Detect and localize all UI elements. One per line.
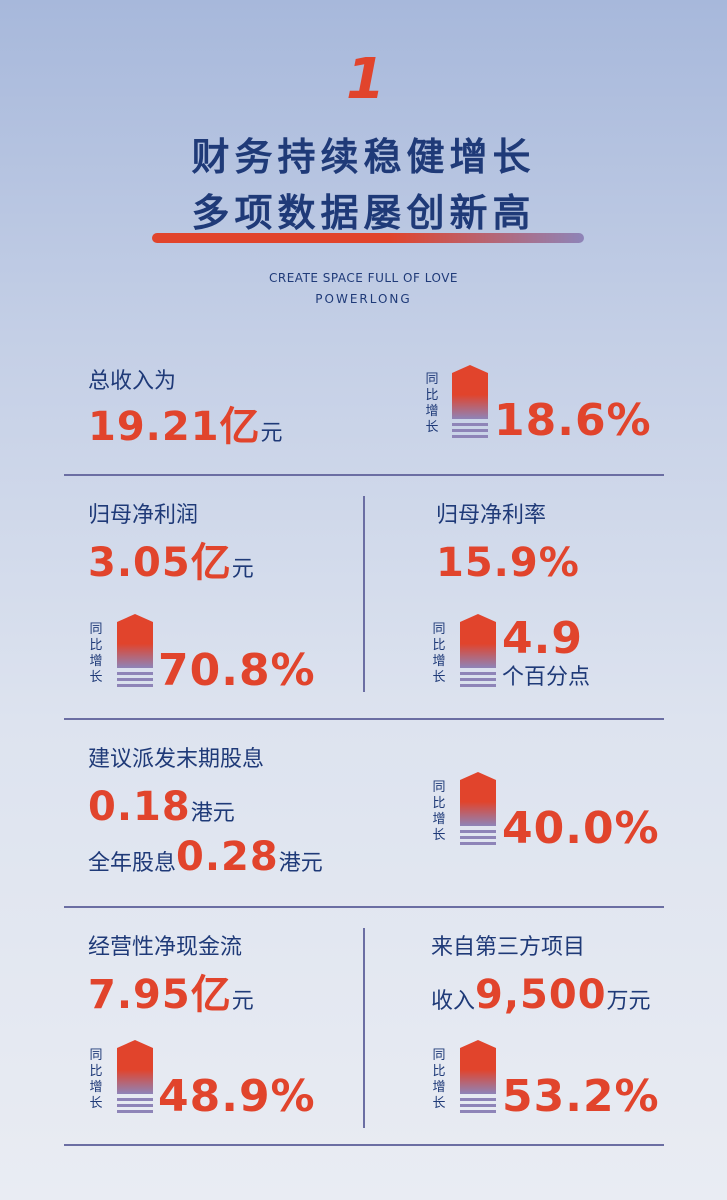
divider: [64, 718, 664, 720]
total-revenue-growth: 18.6%: [494, 395, 652, 446]
net-margin-growth-value: 4.9: [502, 613, 583, 664]
title-underline: [152, 233, 584, 243]
growth-label-vertical: 同比增长: [432, 622, 446, 685]
divider: [64, 1144, 664, 1146]
third-party-value: 收入9,500万元: [431, 972, 651, 1018]
third-party-growth: 53.2%: [502, 1071, 660, 1122]
divider-vertical: [363, 928, 365, 1128]
growth-label-vertical: 同比增长: [89, 1048, 103, 1111]
tagline: CREATE SPACE FULL OF LOVE: [269, 271, 458, 285]
growth-arrow-icon: [460, 1040, 496, 1113]
divider-vertical: [363, 496, 365, 692]
growth-label-vertical: 同比增长: [89, 622, 103, 685]
divider: [64, 474, 664, 476]
growth-arrow-icon: [460, 614, 496, 687]
title-line-2: 多项数据屡创新高: [191, 191, 536, 235]
net-profit-growth: 70.8%: [158, 645, 316, 696]
section-number: 1: [346, 47, 385, 112]
net-profit-value: 3.05亿元: [88, 540, 254, 586]
net-profit-label: 归母净利润: [88, 503, 199, 528]
operating-cashflow-growth: 48.9%: [158, 1071, 316, 1122]
growth-arrow-icon: [117, 614, 153, 687]
third-party-label: 来自第三方项目: [431, 935, 586, 960]
divider: [64, 906, 664, 908]
growth-label-vertical: 同比增长: [425, 372, 439, 435]
brand-name: POWERLONG: [315, 292, 412, 306]
operating-cashflow-label: 经营性净现金流: [88, 935, 243, 960]
dividend-growth: 40.0%: [502, 803, 660, 854]
growth-label-vertical: 同比增长: [432, 1048, 446, 1111]
annual-dividend: 全年股息0.28港元: [88, 834, 323, 880]
dividend-label: 建议派发末期股息: [88, 747, 265, 772]
growth-arrow-icon: [460, 772, 496, 845]
total-revenue-label: 总收入为: [88, 369, 177, 394]
net-margin-growth-unit: 个百分点: [502, 665, 591, 690]
operating-cashflow-value: 7.95亿元: [88, 972, 254, 1018]
net-margin-label: 归母净利率: [436, 503, 547, 528]
total-revenue-value: 19.21亿元: [88, 404, 283, 450]
growth-arrow-icon: [117, 1040, 153, 1113]
growth-arrow-icon: [452, 365, 488, 438]
final-dividend-value: 0.18港元: [88, 784, 235, 830]
net-margin-value: 15.9%: [436, 540, 580, 586]
title-line-1: 财务持续稳健增长: [191, 135, 536, 179]
growth-label-vertical: 同比增长: [432, 780, 446, 843]
